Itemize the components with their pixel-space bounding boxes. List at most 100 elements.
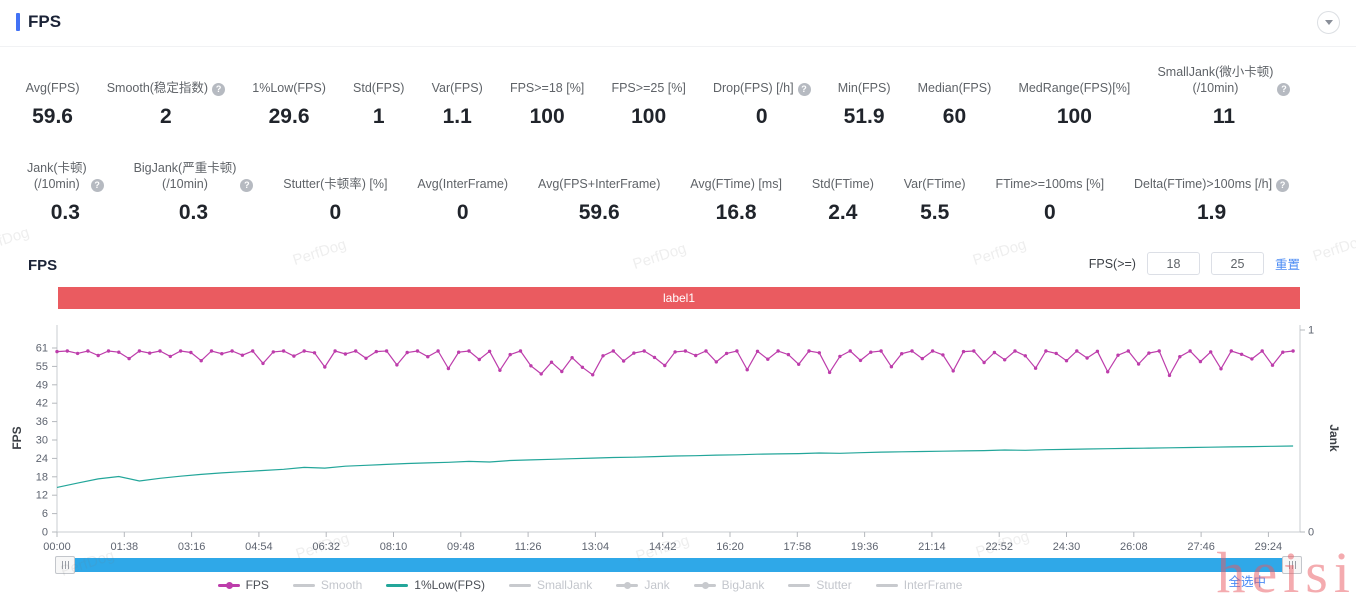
collapse-button[interactable] xyxy=(1317,11,1340,34)
header-divider xyxy=(0,46,1356,47)
legend-item-interframe[interactable]: InterFrame xyxy=(875,578,963,592)
metric: FPS>=18 [%] 100 xyxy=(496,60,598,129)
metric-label: FPS>=25 [%] xyxy=(611,81,686,95)
metric-value: 0.3 xyxy=(50,201,80,224)
svg-text:6: 6 xyxy=(42,508,48,520)
legend-item-smalljank[interactable]: SmallJank xyxy=(508,578,592,592)
metric-label: Std(FTime) xyxy=(811,177,874,191)
legend-label: InterFrame xyxy=(903,578,963,592)
metric-label: BigJank(严重卡顿) (/10min)? xyxy=(129,156,259,192)
metric-value: 11 xyxy=(1212,105,1236,128)
svg-text:04:54: 04:54 xyxy=(245,541,273,553)
legend-item-stutter[interactable]: Stutter xyxy=(788,578,852,592)
help-icon[interactable]: ? xyxy=(240,179,254,192)
metric-label: Drop(FPS) [/h]? xyxy=(709,60,814,96)
scrollbar-left-handle[interactable] xyxy=(55,556,75,574)
metric-label: Std(FPS) xyxy=(353,81,405,95)
metric-value: 16.8 xyxy=(715,201,757,224)
perfdog-watermark: PerfDog xyxy=(0,223,32,258)
metric: Jank(卡顿) (/10min)? 0.3 xyxy=(12,156,119,225)
metric-label: Stutter(卡顿率) [%] xyxy=(283,177,388,191)
metric-label: Avg(InterFrame) xyxy=(417,177,509,191)
svg-text:17:58: 17:58 xyxy=(784,541,812,553)
metric-value: 100 xyxy=(529,105,565,128)
legend-item-smooth[interactable]: Smooth xyxy=(292,578,362,592)
metric: Avg(FPS) 59.6 xyxy=(12,60,93,129)
perfdog-watermark: PerfDog xyxy=(290,235,349,270)
svg-text:12: 12 xyxy=(36,490,48,502)
metrics-row-1: Avg(FPS) 59.6 Smooth(稳定指数)? 2 1%Low(FPS)… xyxy=(12,60,1304,129)
chart-legend: FPS Smooth 1%Low(FPS) SmallJank Jank BigJank S… xyxy=(0,578,1180,592)
chart-range-scrollbar[interactable] xyxy=(55,556,1302,574)
fps-threshold-input-1[interactable] xyxy=(1146,252,1200,275)
metric: Avg(InterFrame) 0 xyxy=(402,156,523,225)
svg-text:FPS: FPS xyxy=(10,426,24,449)
svg-text:30: 30 xyxy=(36,435,48,447)
metric-value: 0 xyxy=(456,201,469,224)
svg-text:24: 24 xyxy=(36,453,48,465)
metric-value: 100 xyxy=(631,105,667,128)
legend-swatch xyxy=(508,583,531,587)
help-icon[interactable]: ? xyxy=(1276,179,1290,192)
legend-swatch xyxy=(292,583,315,587)
svg-text:11:26: 11:26 xyxy=(515,541,542,553)
metric: SmallJank(微小卡顿) (/10min)? 11 xyxy=(1144,60,1304,129)
metric-label: FTime>=100ms [%] xyxy=(995,177,1105,191)
fps-threshold-input-2[interactable] xyxy=(1210,252,1264,275)
metric: Std(FPS) 1 xyxy=(339,60,418,129)
metric: BigJank(严重卡顿) (/10min)? 0.3 xyxy=(119,156,269,225)
metric: FPS>=25 [%] 100 xyxy=(598,60,700,129)
page-header: FPS xyxy=(16,12,61,32)
legend-item-fps[interactable]: FPS xyxy=(217,578,269,592)
help-icon[interactable]: ? xyxy=(90,179,104,192)
legend-label: Jank xyxy=(644,578,670,592)
legend-swatch xyxy=(875,583,898,587)
legend-item-jank[interactable]: Jank xyxy=(616,578,670,592)
perfdog-watermark: PerfDog xyxy=(970,235,1029,270)
accent-bar xyxy=(16,13,20,31)
metric-label: 1%Low(FPS) xyxy=(252,81,326,95)
scene-label: label1 xyxy=(662,291,696,305)
legend-item-bigjank[interactable]: BigJank xyxy=(693,578,765,592)
metric-label: Min(FPS) xyxy=(837,81,891,95)
svg-text:09:48: 09:48 xyxy=(447,541,475,553)
metric-label: Delta(FTime)>100ms [/h]? xyxy=(1129,156,1294,192)
metric-value: 2 xyxy=(160,105,172,128)
scene-label-banner: label1 xyxy=(58,287,1300,309)
legend-item-1-low-fps-[interactable]: 1%Low(FPS) xyxy=(386,578,485,592)
select-all-link[interactable]: 全选中 xyxy=(1228,575,1266,589)
svg-text:18: 18 xyxy=(36,471,48,483)
svg-text:0: 0 xyxy=(42,527,48,539)
metric-value: 29.6 xyxy=(268,105,310,128)
help-icon[interactable]: ? xyxy=(212,83,226,96)
fps-threshold-label: FPS(>=) xyxy=(1088,256,1136,271)
svg-text:27:46: 27:46 xyxy=(1187,541,1215,553)
metric: Min(FPS) 51.9 xyxy=(824,60,904,129)
svg-text:1: 1 xyxy=(1308,325,1314,337)
legend-label: FPS xyxy=(245,578,269,592)
metric-value: 1.9 xyxy=(1196,201,1227,224)
legend-label: BigJank xyxy=(721,578,765,592)
reset-link[interactable]: 重置 xyxy=(1274,258,1300,272)
svg-text:29:24: 29:24 xyxy=(1255,541,1283,553)
legend-label: Stutter xyxy=(816,578,852,592)
metric-value: 100 xyxy=(1056,105,1092,128)
svg-text:36: 36 xyxy=(36,416,48,428)
help-icon[interactable]: ? xyxy=(797,83,811,96)
metric-label: Jank(卡顿) (/10min)? xyxy=(22,156,109,192)
svg-text:01:38: 01:38 xyxy=(111,541,139,553)
scrollbar-right-handle[interactable] xyxy=(1282,556,1302,574)
svg-text:26:08: 26:08 xyxy=(1120,541,1148,553)
chevron-down-icon xyxy=(1324,20,1333,25)
metric: Median(FPS) 60 xyxy=(904,60,1005,129)
metric-label: Var(FPS) xyxy=(431,81,483,95)
perfdog-watermark: PerfDog xyxy=(1310,231,1356,266)
metric-value: 60 xyxy=(942,105,967,128)
svg-text:00:00: 00:00 xyxy=(43,541,71,553)
metric: Std(FTime) 2.4 xyxy=(797,156,889,225)
metric-value: 59.6 xyxy=(32,105,73,128)
fps-chart[interactable]: 0 6 12 18 24 30 36 42 49 55 61 0 1 00:00 01:38 03:16 04:… xyxy=(0,316,1356,558)
svg-text:16:20: 16:20 xyxy=(716,541,744,553)
help-icon[interactable]: ? xyxy=(1277,83,1291,96)
